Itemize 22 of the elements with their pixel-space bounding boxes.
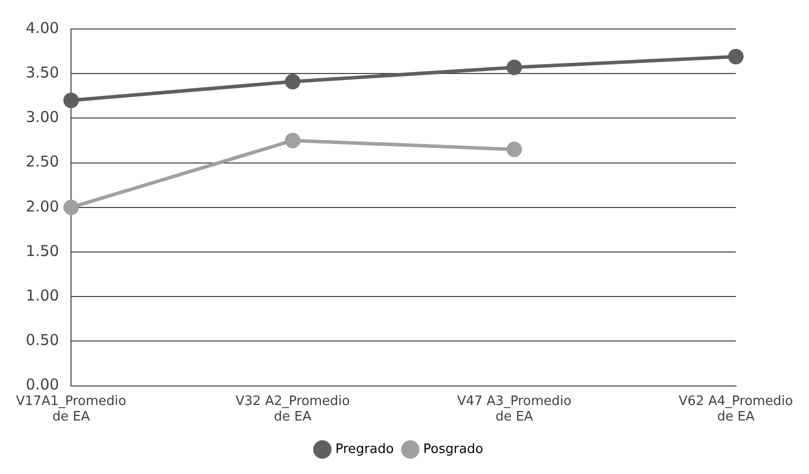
y-tick-label: 1.00 (26, 286, 60, 304)
point (284, 74, 300, 90)
y-tick-label: 0.50 (26, 331, 60, 350)
y-tick-label: 1.50 (26, 242, 60, 260)
point (63, 92, 79, 108)
x-tick-label: V62 A4_Promedio de EA (678, 394, 794, 425)
x-tick-label: V32 A2_Promedio de EA (236, 394, 350, 425)
y-tick-label: 2.00 (26, 197, 60, 216)
legend-label: Pregrado (335, 442, 394, 457)
x-tick-label: V47 A3_Promedio de EA (457, 394, 572, 425)
y-tick-label: 3.50 (26, 63, 60, 82)
point (506, 60, 522, 76)
point (63, 200, 79, 216)
x-tick-label: V17A1_Promedio de EA (16, 394, 126, 425)
legend-label: Posgrado (423, 442, 484, 457)
point (728, 48, 744, 64)
y-tick-label: 4.00 (26, 18, 60, 37)
point (506, 142, 522, 158)
y-tick-label: 2.50 (26, 152, 60, 171)
y-tick-label: 3.00 (26, 108, 60, 126)
point (284, 132, 300, 148)
y-tick-label: 0.00 (26, 376, 60, 394)
